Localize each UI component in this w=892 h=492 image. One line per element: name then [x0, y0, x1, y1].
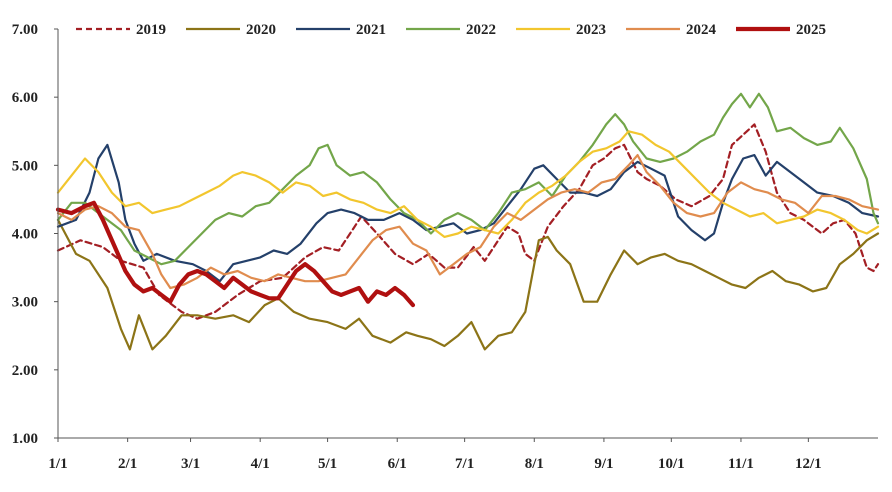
series-line-2021	[56, 143, 880, 283]
x-tick-label: 6/1	[388, 456, 407, 472]
y-tick-label: 5.00	[12, 158, 38, 174]
x-tick-label: 10/1	[658, 456, 685, 472]
x-tick-label: 5/1	[318, 456, 337, 472]
legend-label-2021: 2021	[356, 22, 386, 38]
legend-label-2025: 2025	[796, 22, 826, 38]
series-line-2019	[56, 123, 880, 320]
legend-label-2019: 2019	[136, 22, 166, 38]
series-line-2020	[56, 218, 880, 351]
legend-label-2023: 2023	[576, 22, 606, 38]
y-tick-label: 3.00	[12, 295, 38, 311]
series-line-2024	[56, 154, 880, 290]
y-axis: 1.00 2.00 3.00 4.00 5.00 6.00 7.00	[12, 22, 58, 447]
series-line-2023	[56, 130, 880, 238]
y-tick-label: 6.00	[12, 90, 38, 106]
series-line-2025	[55, 200, 416, 308]
x-tick-label: 11/1	[728, 456, 754, 472]
x-axis: 1/1 2/1 3/1 4/1 5/1 6/1 7/1 8/1 9/1 10/1 11/1 12/1	[48, 438, 822, 472]
x-tick-label: 2/1	[118, 456, 137, 472]
y-tick-label: 7.00	[12, 22, 38, 38]
x-tick-label: 4/1	[251, 456, 270, 472]
x-tick-label: 8/1	[525, 456, 544, 472]
x-tick-label: 9/1	[594, 456, 613, 472]
y-tick-label: 2.00	[12, 363, 38, 379]
legend-label-2024: 2024	[686, 22, 717, 38]
x-tick-label: 3/1	[181, 456, 200, 472]
legend-label-2020: 2020	[246, 22, 276, 38]
plot-area	[55, 92, 880, 351]
legend-label-2022: 2022	[466, 22, 496, 38]
series-line-2022	[56, 92, 880, 266]
legend: 2019 2020 2021 2022 2023 2024 2025	[76, 22, 826, 38]
x-tick-label: 7/1	[455, 456, 474, 472]
y-tick-label: 4.00	[12, 227, 38, 243]
x-tick-label: 12/1	[795, 456, 822, 472]
y-tick-label: 1.00	[12, 431, 38, 447]
x-tick-label: 1/1	[48, 456, 67, 472]
